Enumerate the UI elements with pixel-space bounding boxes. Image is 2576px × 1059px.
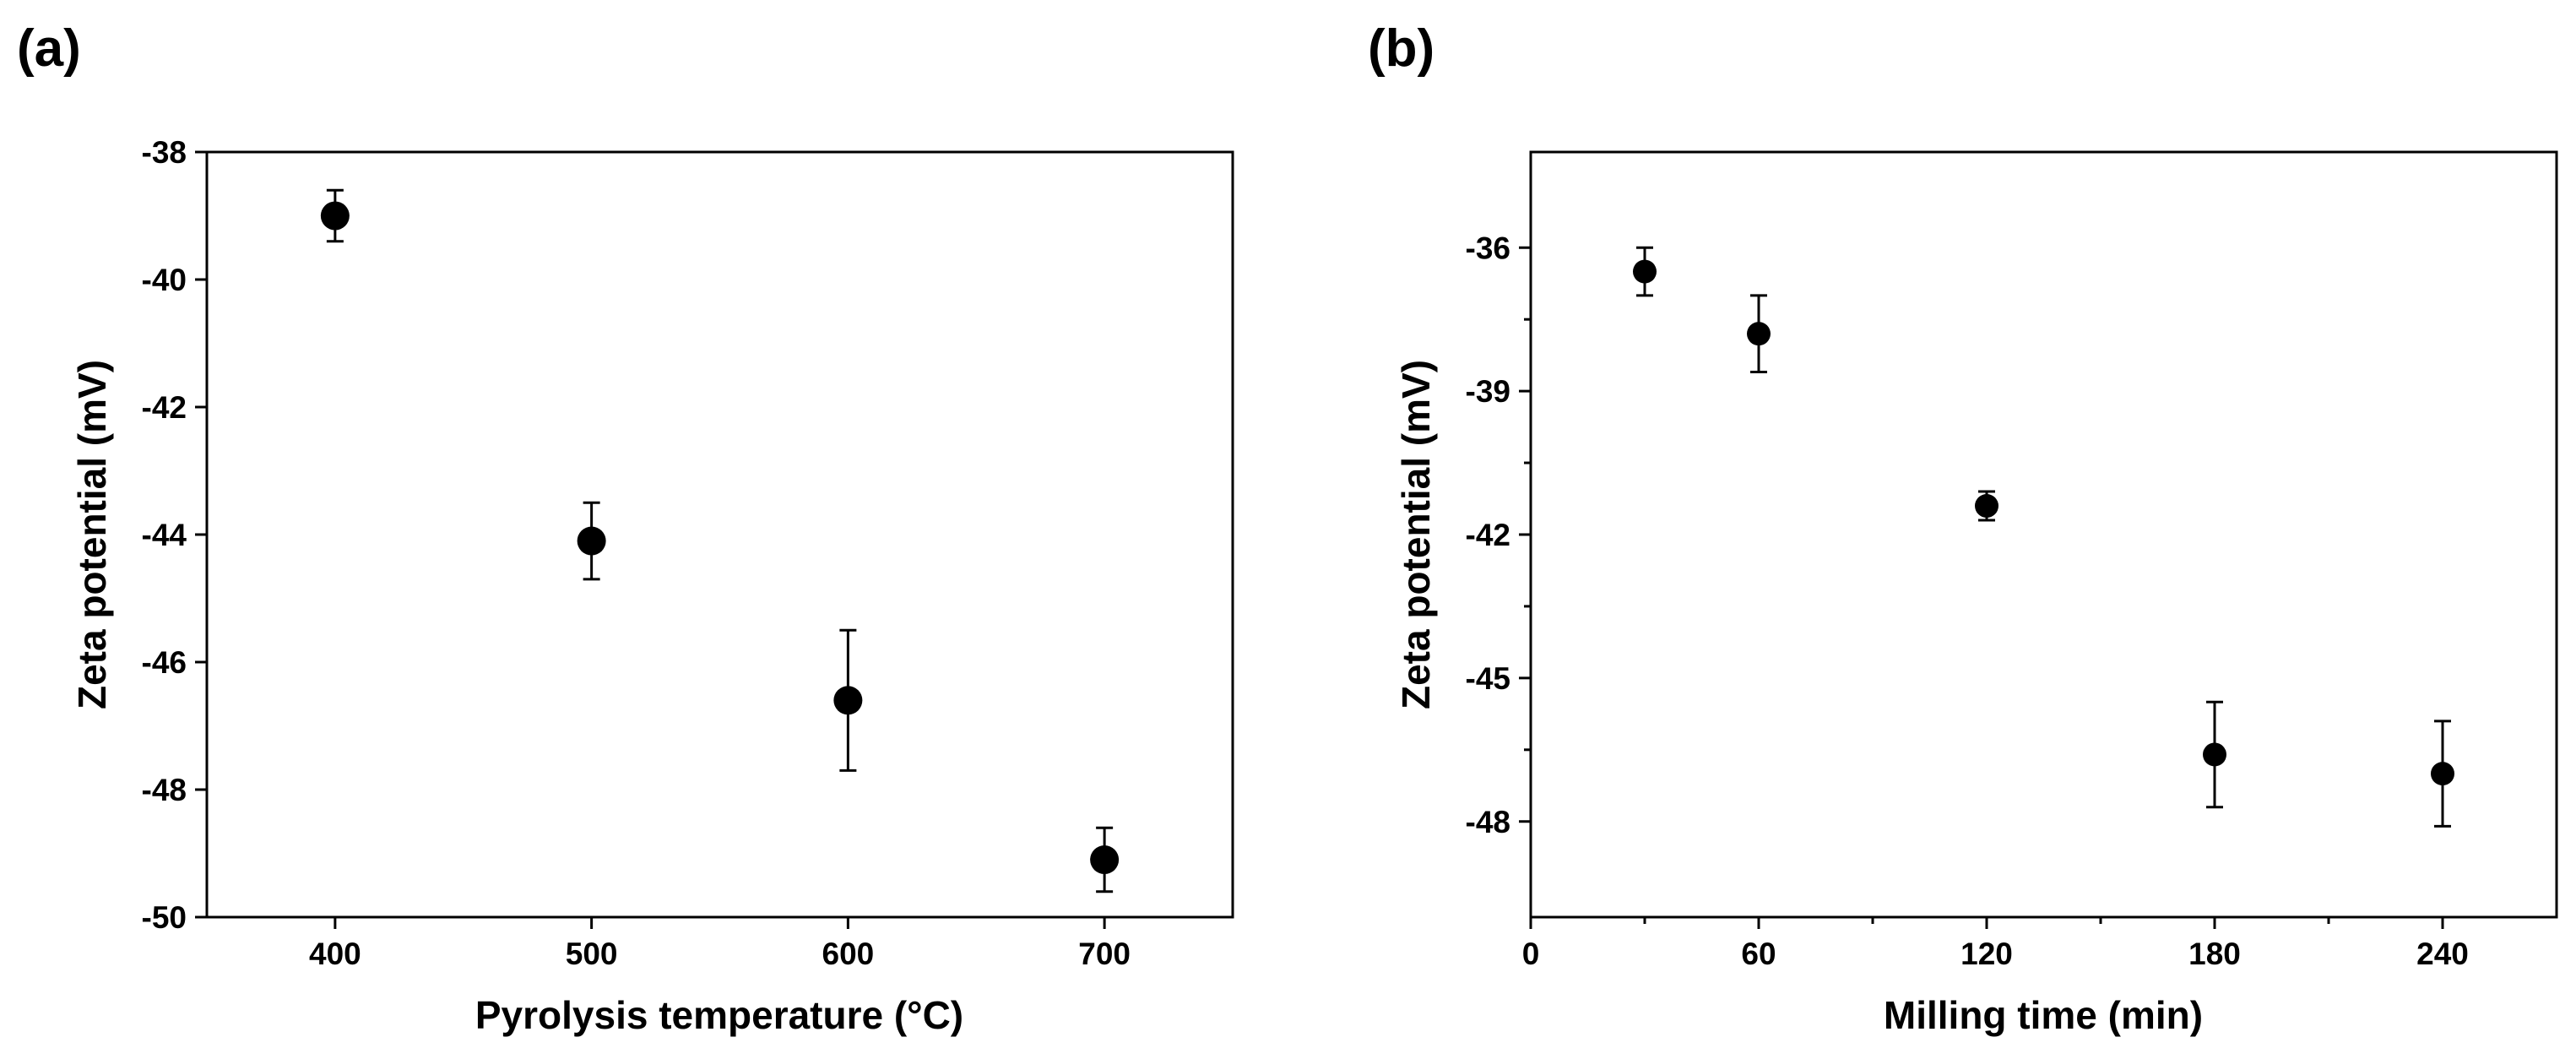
data-points-a [320,188,1120,893]
panel-label-a: (a) [17,19,81,78]
data-point-a-3 [1090,845,1120,875]
data-point-b-2 [1975,494,1998,519]
x-axis-a: 400 500 600 700 [309,917,1131,971]
x-tick-label-b-4: 240 [2416,937,2469,971]
data-point-b-1 [1747,322,1771,346]
x-tick-label-b-1: 60 [1741,937,1776,971]
y-axis-title-b: Zeta potential (mV) [1394,360,1438,709]
y-tick-label-b-2: -42 [1466,518,1510,552]
plot-frame-a [205,150,1234,919]
y-tick-label-a-2: -46 [142,645,187,680]
y-tick-label-a-0: -50 [142,900,187,935]
x-tick-label-b-2: 120 [1960,937,2013,971]
panel-label-b: (b) [1368,19,1434,78]
data-point-b-4 [2431,762,2454,786]
y-axis-a: -50 -48 -46 -44 -42 -40 -38 [142,135,207,935]
panel-b: (b) -36 -39 -42 -45 -48 0 60 120 180 240 Milling… [1368,19,2558,1037]
data-point-a-2 [833,686,863,715]
y-axis-b: -36 -39 -42 -45 -48 [1466,231,1531,839]
x-tick-label-a-3: 700 [1078,937,1131,971]
x-axis-title-a: Pyrolysis temperature (°C) [475,993,963,1037]
data-points-b [1633,246,2454,828]
data-point-b-0 [1633,259,1657,284]
x-tick-label-b-0: 0 [1522,937,1540,971]
data-point-a-1 [577,526,606,556]
y-tick-label-b-4: -48 [1466,805,1510,839]
x-tick-label-a-1: 500 [566,937,618,971]
x-axis-b: 0 60 120 180 240 [1522,917,2469,971]
y-tick-label-a-1: -48 [142,773,187,807]
plot-frame-b [1529,150,2558,919]
y-tick-label-a-3: -44 [142,518,187,552]
x-tick-label-a-0: 400 [309,937,361,971]
y-tick-label-a-4: -42 [142,390,187,425]
data-point-a-0 [320,201,350,231]
y-tick-label-a-5: -40 [142,263,187,297]
y-tick-label-b-3: -45 [1466,661,1510,696]
y-tick-label-b-1: -39 [1466,374,1510,409]
x-tick-label-a-2: 600 [822,937,875,971]
x-axis-title-b: Milling time (min) [1884,993,2203,1037]
y-tick-label-b-0: -36 [1466,231,1510,265]
y-axis-title-a: Zeta potential (mV) [70,360,114,709]
x-tick-label-b-3: 180 [2188,937,2241,971]
data-point-b-3 [2203,742,2226,767]
y-tick-label-a-6: -38 [142,135,187,170]
panel-a: (a) -50 -48 -46 -44 -42 -40 -38 400 500 600 700 P… [17,19,1234,1037]
